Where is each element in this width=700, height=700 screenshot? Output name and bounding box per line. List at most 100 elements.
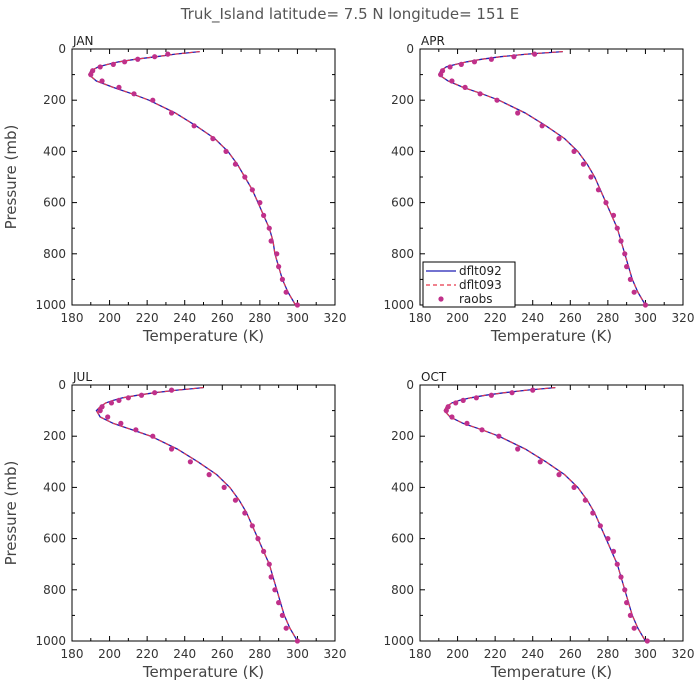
x-tick-label: 320 — [672, 311, 695, 325]
raobs-point — [445, 404, 451, 410]
raobs-point — [97, 408, 103, 414]
raobs-point — [590, 510, 596, 516]
raobs-point — [614, 225, 620, 231]
x-tick-label: 220 — [484, 311, 507, 325]
x-tick-label: 300 — [634, 647, 657, 661]
y-tick-label: 1000 — [35, 298, 66, 312]
raobs-point — [131, 91, 137, 97]
y-tick-label: 200 — [43, 93, 66, 107]
raobs-point — [556, 472, 562, 478]
series-line-dflt093 — [443, 387, 646, 642]
raobs-point — [268, 574, 274, 580]
raobs-point — [438, 72, 444, 78]
raobs-point — [530, 387, 536, 393]
raobs-point — [133, 427, 139, 433]
plot-frame — [419, 384, 684, 642]
raobs-point — [165, 51, 171, 57]
raobs-point — [515, 110, 521, 116]
raobs-point — [571, 148, 577, 154]
raobs-point — [191, 123, 197, 129]
raobs-point — [449, 78, 455, 84]
raobs-point — [274, 251, 280, 257]
raobs-point — [261, 212, 267, 218]
raobs-point — [272, 587, 278, 593]
raobs-point — [210, 136, 216, 142]
panel-jul: JUL 180 200 220 240 260 280 300 320 0 200 400 600 800… — [2, 370, 346, 681]
raobs-point — [556, 136, 562, 142]
y-tick-label: 600 — [43, 196, 66, 210]
raobs-point — [496, 433, 502, 439]
raobs-point — [488, 392, 494, 398]
x-tick-label: 260 — [559, 311, 582, 325]
legend-label-raobs: raobs — [459, 292, 493, 306]
x-tick-label: 220 — [484, 647, 507, 661]
panel-label: APR — [421, 34, 445, 48]
raobs-point — [642, 302, 649, 308]
raobs-point — [168, 446, 175, 452]
raobs-point — [97, 64, 103, 70]
y-tick-label: 400 — [391, 480, 414, 494]
legend-box — [422, 261, 516, 308]
raobs-point — [595, 187, 602, 193]
x-tick-label: 200 — [98, 647, 121, 661]
x-axis-label: Temperature (K) — [490, 327, 612, 345]
x-tick-label: 180 — [409, 311, 432, 325]
series-line-dflt093 — [95, 387, 298, 642]
y-tick-label: 0 — [58, 42, 66, 56]
y-tick-label: 0 — [406, 42, 414, 56]
raobs-point — [515, 446, 521, 452]
y-axis-label: Pressure (mb) — [2, 461, 20, 566]
x-tick-label: 200 — [446, 311, 469, 325]
raobs-point — [150, 433, 156, 439]
raobs-point — [150, 97, 156, 103]
raobs-point — [255, 536, 261, 542]
y-axis-label: Pressure (mb) — [2, 125, 20, 230]
legend-swatch-raobs — [438, 296, 444, 302]
raobs-point — [618, 574, 624, 580]
raobs-point — [125, 395, 131, 401]
x-tick-label: 320 — [672, 647, 695, 661]
raobs-point — [627, 612, 634, 619]
x-tick-label: 240 — [521, 311, 544, 325]
raobs-point — [257, 200, 263, 206]
raobs-point — [279, 276, 285, 282]
raobs-point — [99, 404, 105, 410]
x-tick-label: 280 — [596, 311, 619, 325]
y-tick-label: 1000 — [383, 634, 414, 648]
raobs-point — [283, 289, 289, 295]
legend-label-dflt092: dflt092 — [459, 264, 502, 278]
raobs-point — [624, 264, 630, 270]
plot-frame — [71, 48, 336, 306]
raobs-point — [471, 59, 478, 65]
raobs-point — [242, 510, 248, 516]
raobs-point — [118, 420, 124, 426]
raobs-point — [135, 56, 141, 62]
y-tick-label: 200 — [391, 93, 414, 107]
series-line-dflt093 — [438, 51, 646, 306]
x-tick-label: 260 — [211, 647, 234, 661]
x-tick-label: 300 — [634, 311, 657, 325]
panel-label: OCT — [421, 370, 447, 384]
plot-frame — [71, 384, 336, 642]
x-tick-label: 300 — [286, 647, 309, 661]
raobs-point — [614, 561, 620, 567]
raobs-point — [447, 64, 453, 70]
raobs-point — [582, 497, 588, 503]
y-tick-label: 800 — [391, 583, 414, 597]
raobs-point — [631, 289, 637, 295]
raobs-point — [537, 459, 543, 465]
raobs-point — [242, 174, 248, 180]
panels-group: JAN 180 200 220 240 260 280 300 320 0 200 400 600 800… — [2, 34, 694, 681]
raobs-point — [90, 68, 96, 74]
raobs-point — [152, 390, 158, 396]
raobs-point — [644, 638, 650, 644]
y-tick-label: 800 — [391, 247, 414, 261]
raobs-point — [138, 392, 145, 398]
raobs-point — [624, 600, 630, 606]
raobs-point — [279, 612, 285, 619]
x-axis-label: Temperature (K) — [142, 663, 264, 681]
raobs-point — [116, 84, 122, 90]
y-tick-label: 0 — [58, 378, 66, 392]
panel-label: JAN — [72, 34, 94, 48]
